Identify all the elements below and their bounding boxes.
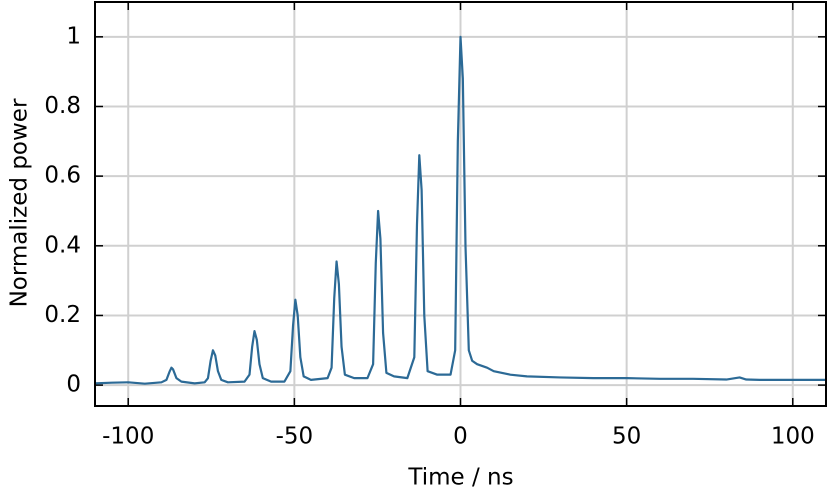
y-axis-label: Normalized power (7, 98, 33, 307)
y-tick-label: 0.6 (44, 163, 81, 189)
x-tick-label: -50 (276, 424, 314, 450)
x-tick-label: -100 (102, 424, 154, 450)
data-line (94, 35, 826, 385)
plot-frame (94, 1, 827, 407)
y-tick-label: 0.2 (44, 302, 81, 328)
y-tick-label: 0.8 (44, 93, 81, 119)
y-tick-label: 0 (66, 372, 81, 398)
x-tick-label: 50 (612, 424, 641, 450)
y-tick-label: 0.4 (44, 232, 81, 258)
x-tick-label: 0 (453, 424, 468, 450)
x-axis-label: Time / ns (407, 465, 513, 491)
x-tick-label: 100 (771, 424, 815, 450)
y-tick-label: 1 (66, 23, 81, 49)
